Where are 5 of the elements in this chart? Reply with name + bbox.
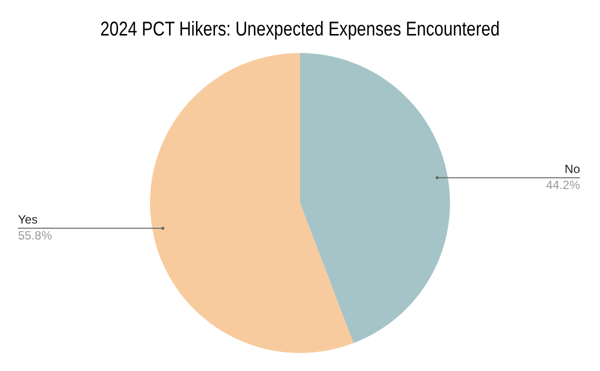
data-label: 55.8% xyxy=(18,228,52,243)
slice-label: Yes xyxy=(18,212,38,227)
data-label: 44.2% xyxy=(546,178,580,192)
slice-label: No xyxy=(564,162,580,176)
chart-title: 2024 PCT Hikers: Unexpected Expenses Encountered xyxy=(100,17,500,40)
